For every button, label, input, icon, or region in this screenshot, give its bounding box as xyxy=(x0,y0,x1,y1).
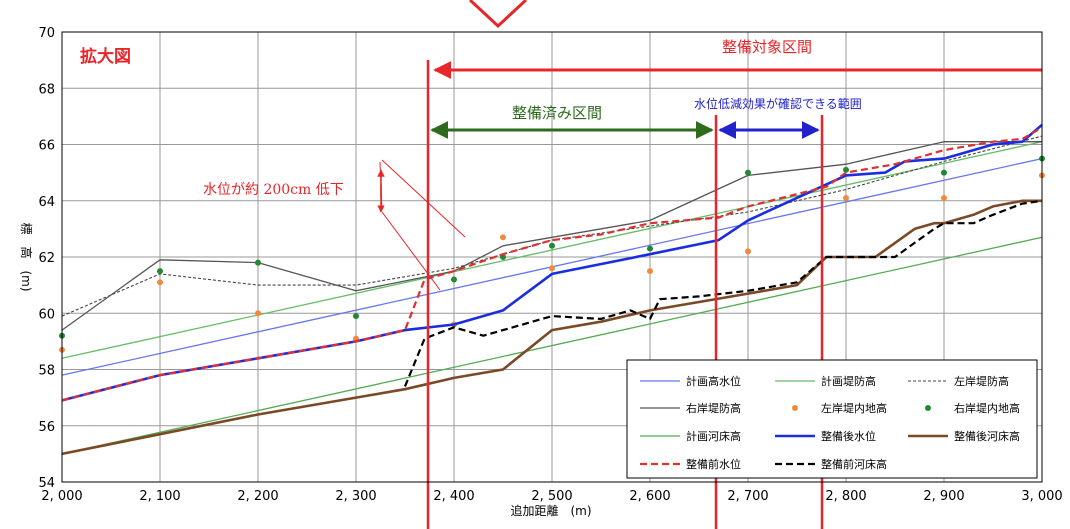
legend-label: 左岸堤防高 xyxy=(954,374,1009,388)
legend-label: 整備前水位 xyxy=(686,457,741,471)
data-point xyxy=(451,276,457,283)
series-line xyxy=(61,123,1043,402)
x-tick-label: 2, 500 xyxy=(531,489,572,504)
x-tick-label: 2, 800 xyxy=(825,489,866,504)
axes: 54 56 58 60 62 64 66 68 70 2, 000 2, 100 2, 200 2, 3… xyxy=(38,26,1062,504)
x-axis-label: 追加距離 (m) xyxy=(510,503,591,518)
data-point xyxy=(647,268,653,275)
y-axis-label: 標 高 (m) xyxy=(19,222,34,291)
legend-label: 計画高水位 xyxy=(686,374,741,388)
data-point xyxy=(500,234,506,241)
y-tick-label: 54 xyxy=(38,476,55,491)
x-tick-label: 2, 100 xyxy=(139,489,180,504)
legend-label: 整備前河床高 xyxy=(821,457,887,471)
data-point xyxy=(745,248,751,255)
x-tick-label: 2, 600 xyxy=(629,489,670,504)
data-point xyxy=(157,268,163,275)
data-point xyxy=(745,169,751,176)
legend-label: 計画堤防高 xyxy=(821,374,876,388)
y-tick-label: 64 xyxy=(38,195,55,210)
completed-section-label: 整備済み区間 xyxy=(512,104,602,122)
data-point xyxy=(255,259,261,266)
series-line xyxy=(403,199,1043,387)
data-point xyxy=(647,245,653,252)
series-line xyxy=(61,141,1043,359)
data-point xyxy=(941,169,947,176)
y-tick-label: 60 xyxy=(38,307,55,322)
x-tick-label: 3, 000 xyxy=(1021,489,1062,504)
data-point xyxy=(549,242,555,249)
y-tick-label: 70 xyxy=(38,26,55,41)
x-tick-label: 2, 900 xyxy=(923,489,964,504)
legend-label: 整備後河床高 xyxy=(954,429,1020,443)
data-point xyxy=(843,194,849,201)
y-tick-label: 56 xyxy=(38,420,55,435)
series-line xyxy=(61,236,1043,455)
top-chevron-icon xyxy=(468,0,528,29)
series-line xyxy=(61,199,1042,456)
y-tick-label: 58 xyxy=(38,364,55,379)
drop-leader-lower xyxy=(381,211,441,291)
y-tick-label: 66 xyxy=(38,139,55,154)
x-tick-label: 2, 200 xyxy=(237,489,278,504)
series-line xyxy=(61,126,1043,402)
x-tick-label: 2, 700 xyxy=(727,489,768,504)
legend-marker xyxy=(792,405,798,411)
y-tick-label: 62 xyxy=(38,251,55,266)
data-point xyxy=(843,166,849,173)
plot-frame xyxy=(61,31,1043,483)
legend-label: 右岸堤内地高 xyxy=(954,401,1020,415)
legend-label: 左岸堤内地高 xyxy=(821,401,887,415)
legend-label: 計画河床高 xyxy=(686,429,741,443)
chart-title: 拡大図 xyxy=(80,46,131,67)
legend-label: 整備後水位 xyxy=(821,429,876,443)
data-point xyxy=(941,194,947,201)
x-tick-label: 2, 400 xyxy=(433,489,474,504)
effect-range-label: 水位低減効果が確認できる範囲 xyxy=(694,96,862,111)
data-point xyxy=(353,313,359,320)
annotations: 整備対象区間 整備済み区間 水位低減効果が確認できる範囲 水位が約 200cm … xyxy=(203,38,1042,529)
drop-note: 水位が約 200cm 低下 xyxy=(203,182,344,198)
y-tick-label: 68 xyxy=(38,82,55,97)
target-section-label: 整備対象区間 xyxy=(722,38,812,56)
x-tick-label: 2, 000 xyxy=(41,489,82,504)
x-tick-label: 2, 300 xyxy=(335,489,376,504)
legend-marker xyxy=(925,405,931,411)
legend-label: 右岸堤防高 xyxy=(686,401,741,415)
drop-leader-upper xyxy=(381,159,466,238)
series-line xyxy=(61,135,1043,317)
data-point xyxy=(549,265,555,272)
data-point xyxy=(255,310,261,317)
series-line xyxy=(61,141,1042,331)
data-point xyxy=(157,279,163,286)
legend-box xyxy=(626,359,1038,479)
